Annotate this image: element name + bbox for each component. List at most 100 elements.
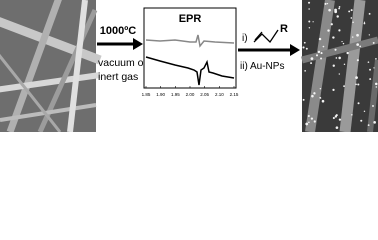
x-tick-label: 1.95	[171, 92, 180, 97]
nanoparticle	[369, 78, 372, 81]
nanoparticle	[308, 1, 311, 4]
nanoparticle	[336, 15, 339, 18]
nanoparticle	[318, 50, 321, 53]
nanoparticle	[313, 120, 316, 123]
nanoparticle	[374, 82, 378, 86]
nanoparticle	[367, 61, 370, 63]
nanoparticle	[363, 21, 366, 23]
x-tick-label: 2.00	[186, 92, 195, 97]
nanoparticle	[330, 23, 333, 26]
nanoparticle	[351, 36, 354, 38]
nanoparticle	[351, 114, 353, 116]
nanoparticle	[305, 47, 308, 50]
nanoparticle	[308, 121, 310, 124]
nanoparticle	[355, 76, 358, 80]
nanoparticle	[327, 29, 330, 32]
nanoparticle	[320, 57, 323, 60]
nanoparticle	[305, 122, 309, 126]
nanoparticle	[338, 7, 341, 10]
nanoparticle	[367, 124, 370, 127]
x-tick-label: 1.85	[142, 92, 151, 97]
nanoparticle	[302, 46, 305, 49]
nanoparticle	[363, 110, 366, 113]
nanoparticle	[338, 118, 342, 121]
nanoparticle	[355, 83, 357, 86]
nanoparticle	[302, 98, 305, 101]
nanoparticle	[360, 119, 363, 122]
nanoparticle	[322, 45, 325, 48]
nanoparticle	[310, 57, 314, 61]
nanoparticle	[375, 86, 378, 88]
nanoparticle	[319, 87, 322, 90]
nanoparticle	[307, 114, 310, 118]
step-label: i)	[242, 33, 248, 44]
x-tick-label: 1.90	[156, 92, 165, 97]
nanoparticle	[318, 37, 322, 41]
nanoparticle	[311, 94, 314, 98]
nanoparticle	[373, 67, 375, 69]
nanoparticle	[373, 121, 376, 124]
nanoparticle	[320, 52, 323, 55]
nanoparticle	[341, 40, 343, 43]
arrow-head	[133, 38, 143, 50]
spectrum-gray	[145, 34, 235, 48]
nanoparticle	[303, 41, 306, 44]
nanoparticle	[356, 43, 360, 46]
condition: vacuum or	[98, 57, 148, 69]
step-label: ii) Au-NPs	[240, 61, 284, 72]
arrow-head	[290, 44, 300, 56]
nanoparticle	[334, 48, 337, 51]
nanoparticle	[308, 8, 310, 10]
nanoparticle	[346, 51, 349, 55]
nanoparticle	[359, 45, 362, 48]
nanoparticle	[375, 58, 377, 60]
nanoparticle	[308, 20, 311, 23]
sem-image-before	[0, 0, 102, 132]
nanoparticle	[372, 105, 374, 107]
nanoparticle	[350, 17, 353, 19]
x-tick-label: 2.05	[200, 92, 209, 97]
x-tick-label: 2.15	[230, 92, 239, 97]
nanoparticle	[335, 126, 339, 129]
nanoparticle	[334, 8, 337, 12]
nanoparticle	[363, 22, 366, 25]
sem-image-after	[301, 0, 378, 132]
nanoparticle	[313, 92, 316, 95]
nanoparticle	[368, 34, 370, 36]
figure: 1000ºC vacuum or inert gas EPR 1.85 1.90 1…	[0, 0, 378, 132]
nanoparticle	[332, 116, 335, 120]
nanoparticle	[335, 57, 338, 59]
plot-title: EPR	[179, 13, 202, 25]
nanoparticle	[343, 63, 346, 66]
substituent: R	[280, 23, 288, 35]
nanoparticle	[319, 96, 322, 99]
condition: inert gas	[98, 71, 138, 83]
nanoparticle	[338, 73, 340, 75]
nanoparticle	[310, 117, 314, 120]
nanoparticle	[357, 102, 360, 105]
nanoparticle	[304, 70, 306, 72]
nanoparticle	[321, 99, 325, 103]
nanoparticle	[369, 68, 371, 71]
nanoparticle	[342, 42, 345, 45]
nanoparticle	[334, 115, 338, 118]
nanoparticle	[356, 59, 359, 62]
nanoparticle	[332, 64, 335, 67]
nanoparticle	[332, 36, 335, 39]
epr-plot: EPR 1.85 1.90 1.95 2.00 2.05 2.10 2.15	[142, 7, 239, 97]
nanoparticle	[350, 9, 353, 12]
x-tick-label: 2.10	[215, 92, 224, 97]
nanoparticle	[308, 27, 311, 29]
nanoparticle	[310, 62, 313, 65]
spectrum-black	[145, 56, 235, 86]
nanoparticle	[312, 21, 314, 23]
temperature: 1000ºC	[100, 25, 136, 37]
nanoparticle	[338, 56, 341, 60]
nanoparticle	[338, 6, 341, 8]
nanoparticle	[343, 85, 345, 88]
nanoparticle	[324, 2, 327, 5]
nanoparticle	[372, 41, 375, 44]
alkene	[253, 29, 279, 44]
nanoparticle	[368, 12, 371, 15]
nanoparticle	[338, 29, 341, 32]
